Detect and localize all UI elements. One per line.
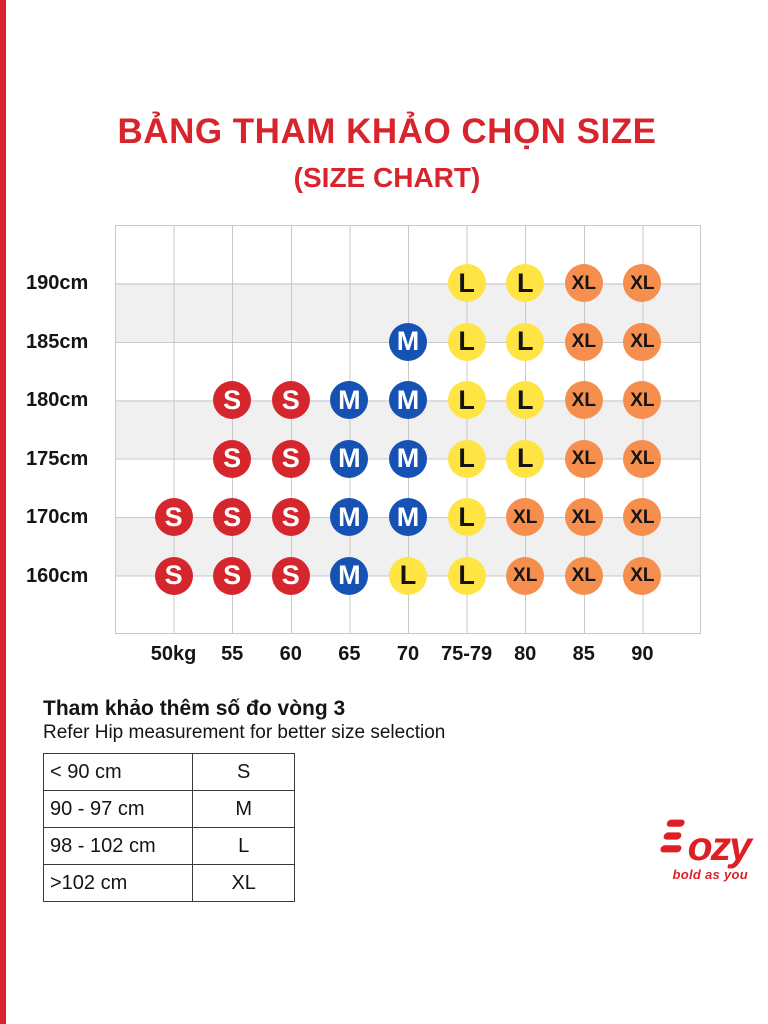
size-dot-s: S <box>213 439 252 478</box>
size-dot-xl: XL <box>623 439 662 478</box>
size-dot-xl: XL <box>564 556 603 595</box>
table-row: 90 - 97 cm M <box>42 790 295 828</box>
size-dot-m: M <box>389 439 427 478</box>
y-axis-label: 190cm <box>26 272 89 295</box>
y-axis-label: 180cm <box>26 389 89 412</box>
hip-range-cell: 98 - 102 cm <box>42 827 194 865</box>
hip-size-cell: L <box>192 827 295 865</box>
page-subtitle: (SIZE CHART) <box>293 162 481 193</box>
page-title: BẢNG THAM KHẢO CHỌN SIZE <box>117 112 657 151</box>
size-dot-l: L <box>447 439 486 478</box>
x-axis-label: 55 <box>221 643 244 665</box>
size-dot-m: M <box>389 381 427 420</box>
size-dot-s: S <box>213 556 252 595</box>
hip-note-heading-en: Refer Hip measurement for better size se… <box>43 722 446 743</box>
size-dot-xl: XL <box>623 556 662 595</box>
size-dot-l: L <box>447 498 486 537</box>
size-dot-l: L <box>389 556 427 595</box>
size-dot-s: S <box>213 381 252 420</box>
size-dot-xl: XL <box>506 498 545 537</box>
size-dot-l: L <box>447 556 486 595</box>
size-dot-l: L <box>506 322 545 361</box>
size-dot-m: M <box>330 498 369 537</box>
size-dot-l: L <box>506 439 545 478</box>
size-dot-m: M <box>389 498 427 537</box>
size-dot-l: L <box>447 264 486 303</box>
logo-text-suffix: ozy <box>687 823 752 870</box>
size-dot-s: S <box>271 439 310 478</box>
hip-note-heading-vi: Tham khảo thêm số đo vòng 3 <box>43 697 346 720</box>
x-axis-label: 85 <box>572 643 595 665</box>
x-axis-label: 90 <box>631 643 654 665</box>
table-row: >102 cm XL <box>42 864 295 902</box>
y-axis-label: 175cm <box>26 447 89 470</box>
size-dot-xl: XL <box>623 381 662 420</box>
y-axis-label: 170cm <box>26 506 89 529</box>
size-dot-xl: XL <box>623 322 662 361</box>
x-axis-label: 80 <box>514 643 537 665</box>
hip-size-cell: S <box>192 753 295 791</box>
bozy-logo-wordmark: ozy <box>628 816 752 870</box>
size-dot-l: L <box>506 381 545 420</box>
size-dot-s: S <box>154 498 193 537</box>
x-axis-label: 70 <box>396 643 420 665</box>
size-dot-s: S <box>271 381 310 420</box>
size-chart-grid: 190cm 185cm 180cm 175cm 170cm 160cm 50kg 55 60 65… <box>26 225 701 665</box>
size-dot-xl: XL <box>564 381 603 420</box>
size-dot-xl: XL <box>564 264 603 303</box>
size-dot-s: S <box>213 498 252 537</box>
hip-range-cell: < 90 cm <box>42 753 194 791</box>
size-dot-m: M <box>389 322 427 361</box>
size-dot-m: M <box>330 439 369 478</box>
hip-range-cell: 90 - 97 cm <box>42 790 194 828</box>
size-dot-m: M <box>330 381 369 420</box>
size-dot-s: S <box>271 556 310 595</box>
x-axis-label: 65 <box>338 643 361 665</box>
table-row: 98 - 102 cm L <box>42 827 295 865</box>
size-dot-s: S <box>271 498 310 537</box>
size-dot-xl: XL <box>623 498 662 537</box>
size-dot-l: L <box>447 381 486 420</box>
page-border-left <box>0 0 6 1024</box>
size-dot-l: L <box>506 264 545 303</box>
size-dot-xl: XL <box>623 264 662 303</box>
hip-range-cell: >102 cm <box>42 864 194 902</box>
size-dot-m: M <box>330 556 369 595</box>
bozy-logo-mark <box>660 819 685 853</box>
size-dot-l: L <box>447 322 486 361</box>
size-dot-xl: XL <box>564 498 603 537</box>
y-axis-label: 160cm <box>26 564 89 587</box>
hip-size-table: < 90 cm S 90 - 97 cm M 98 - 102 cm L >10… <box>42 753 295 902</box>
size-dot-xl: XL <box>564 439 603 478</box>
y-axis-label: 185cm <box>26 330 89 353</box>
table-row: < 90 cm S <box>42 753 295 791</box>
x-axis-label: 75-79 <box>441 643 493 665</box>
size-dot-xl: XL <box>564 322 603 361</box>
bozy-logo: ozy bold as you <box>628 816 752 882</box>
hip-size-cell: XL <box>192 864 295 902</box>
size-dot-s: S <box>154 556 193 595</box>
x-axis-label: 60 <box>279 643 302 665</box>
x-axis-label: 50kg <box>150 643 197 665</box>
logo-tagline: bold as you <box>672 867 748 882</box>
size-dot-xl: XL <box>506 556 545 595</box>
hip-size-cell: M <box>192 790 295 828</box>
